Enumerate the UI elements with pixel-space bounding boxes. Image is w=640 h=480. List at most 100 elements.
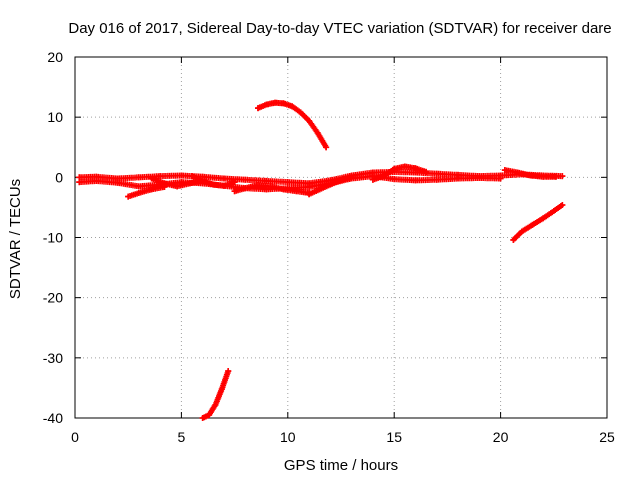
data-point	[552, 173, 559, 180]
data-point	[423, 168, 430, 175]
data-point	[540, 215, 547, 222]
data-point	[76, 179, 83, 186]
series-track-dip-a	[125, 183, 168, 200]
data-point	[231, 188, 238, 195]
data-point	[242, 185, 249, 192]
data-point	[412, 177, 419, 184]
data-point	[212, 401, 219, 408]
data-point	[263, 177, 270, 184]
data-point	[401, 163, 408, 170]
data-point	[206, 411, 213, 418]
x-tick-label: 5	[178, 429, 186, 445]
y-tick-label: -10	[43, 230, 63, 246]
data-point	[148, 175, 155, 182]
data-point	[510, 236, 517, 243]
data-point	[210, 181, 217, 188]
data-point	[263, 101, 270, 108]
data-point	[338, 177, 344, 184]
data-point	[174, 183, 181, 190]
data-point	[433, 170, 440, 177]
data-point	[327, 181, 334, 188]
data-point	[497, 175, 504, 182]
series-track-high-arc	[255, 99, 330, 151]
data-point	[514, 169, 521, 176]
series-track-right-rise	[510, 202, 566, 243]
data-point	[314, 129, 321, 136]
y-tick-label: -30	[43, 350, 63, 366]
data-point	[559, 173, 566, 180]
data-point	[323, 144, 330, 151]
data-point	[135, 174, 142, 181]
x-tick-label: 15	[386, 429, 402, 445]
data-point	[501, 167, 508, 174]
series-track-low-arc	[199, 368, 232, 421]
series-track-right-flat	[501, 167, 559, 180]
data-point	[255, 182, 262, 189]
x-tick-label: 10	[280, 429, 296, 445]
data-point	[178, 172, 185, 179]
data-point	[231, 179, 238, 186]
series-track-dip-d	[231, 182, 313, 196]
series-track-dip-c	[189, 173, 238, 189]
data-point	[114, 179, 121, 186]
x-tick-label: 25	[599, 429, 615, 445]
data-point	[186, 180, 193, 187]
data-point	[284, 179, 291, 186]
y-tick-label: 0	[55, 169, 63, 185]
x-axis: 0 5 10 15 20 25	[71, 57, 615, 445]
data-point	[157, 173, 164, 180]
data-series	[76, 99, 566, 421]
data-point	[391, 165, 398, 172]
data-point	[518, 228, 525, 235]
data-point	[289, 103, 296, 110]
series-track-dip-e	[306, 174, 355, 198]
x-axis-label: GPS time / hours	[284, 457, 398, 474]
data-point	[455, 175, 462, 182]
data-point	[550, 208, 557, 215]
data-point	[412, 165, 419, 172]
data-point	[391, 176, 398, 183]
data-point	[369, 176, 376, 183]
data-point	[242, 176, 249, 183]
data-point	[380, 173, 387, 180]
data-point	[267, 183, 274, 190]
data-point	[348, 174, 355, 181]
data-point	[189, 173, 196, 180]
data-point	[220, 175, 227, 182]
data-point	[297, 109, 304, 116]
y-tick-label: 20	[47, 49, 63, 65]
data-point	[293, 188, 300, 195]
data-point	[306, 117, 313, 124]
data-point	[125, 193, 132, 200]
y-axis-label: SDTVAR / TECUs	[7, 179, 24, 299]
y-tick-label: -40	[43, 410, 63, 426]
data-point	[199, 177, 206, 184]
data-point	[272, 99, 279, 106]
data-point	[316, 186, 323, 193]
data-point	[280, 186, 287, 193]
y-tick-label: 10	[47, 109, 63, 125]
y-axis: -40 -30 -20 -10 0 10 20	[43, 49, 607, 426]
data-point	[559, 202, 566, 209]
data-point	[476, 174, 483, 181]
data-point	[225, 368, 232, 375]
data-point	[135, 189, 142, 196]
data-point	[161, 180, 168, 187]
data-point	[220, 182, 227, 189]
data-point	[306, 183, 313, 190]
data-point	[529, 221, 536, 228]
data-point	[135, 183, 142, 190]
data-point	[199, 415, 206, 421]
y-tick-label: -20	[43, 290, 63, 306]
data-point	[218, 386, 225, 393]
data-point	[540, 173, 547, 180]
data-point	[433, 176, 440, 183]
data-point	[306, 191, 313, 198]
data-point	[255, 105, 262, 112]
data-point	[527, 172, 534, 179]
x-tick-label: 20	[493, 429, 509, 445]
data-point	[280, 100, 287, 107]
data-point	[148, 186, 155, 193]
